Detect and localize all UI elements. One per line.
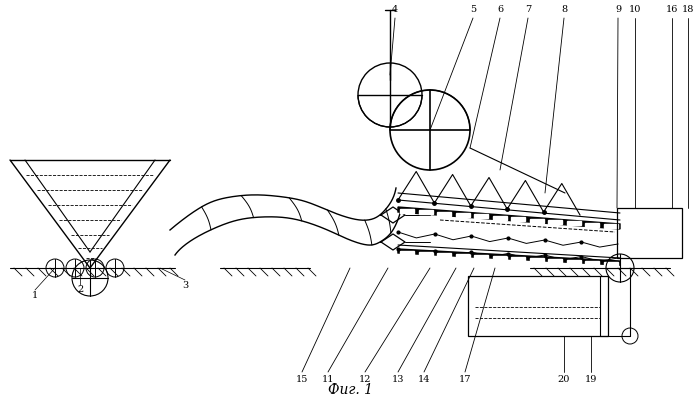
Polygon shape: [511, 256, 525, 260]
Polygon shape: [585, 260, 599, 265]
Polygon shape: [438, 252, 452, 256]
Text: 19: 19: [585, 376, 597, 384]
Text: 20: 20: [558, 376, 570, 384]
Polygon shape: [585, 223, 599, 227]
Text: 1: 1: [32, 290, 38, 299]
Text: 12: 12: [359, 376, 371, 384]
Polygon shape: [548, 220, 562, 224]
Text: 8: 8: [561, 6, 567, 15]
Polygon shape: [493, 256, 507, 260]
Polygon shape: [604, 224, 618, 228]
Polygon shape: [548, 258, 562, 263]
Polygon shape: [401, 209, 415, 213]
Polygon shape: [604, 261, 618, 265]
Polygon shape: [567, 260, 581, 263]
Text: 16: 16: [666, 6, 678, 15]
Text: 13: 13: [391, 376, 404, 384]
Polygon shape: [456, 213, 470, 217]
Polygon shape: [567, 222, 581, 226]
Text: Фиг. 1: Фиг. 1: [328, 383, 373, 395]
Polygon shape: [474, 254, 488, 258]
Text: 14: 14: [418, 376, 431, 384]
Text: 7: 7: [525, 6, 531, 15]
Text: 6: 6: [497, 6, 503, 15]
Bar: [617, 208, 682, 258]
Text: 3: 3: [182, 280, 188, 290]
Polygon shape: [493, 216, 507, 220]
Polygon shape: [419, 210, 433, 214]
Text: 17: 17: [459, 376, 471, 384]
Polygon shape: [401, 250, 415, 254]
Polygon shape: [474, 214, 488, 218]
Polygon shape: [511, 217, 525, 221]
Text: 10: 10: [629, 6, 641, 15]
Bar: [468, 276, 608, 336]
Text: 11: 11: [322, 376, 334, 384]
Polygon shape: [419, 252, 433, 256]
Text: 9: 9: [615, 6, 621, 15]
Polygon shape: [398, 207, 620, 229]
Text: 4: 4: [392, 6, 398, 15]
Text: 2: 2: [77, 286, 83, 295]
Text: 18: 18: [682, 6, 694, 15]
Polygon shape: [456, 254, 470, 258]
Text: 15: 15: [296, 376, 308, 384]
Text: 5: 5: [470, 6, 476, 15]
Polygon shape: [398, 249, 620, 265]
Polygon shape: [438, 212, 452, 216]
Polygon shape: [530, 258, 544, 261]
Polygon shape: [530, 218, 544, 223]
